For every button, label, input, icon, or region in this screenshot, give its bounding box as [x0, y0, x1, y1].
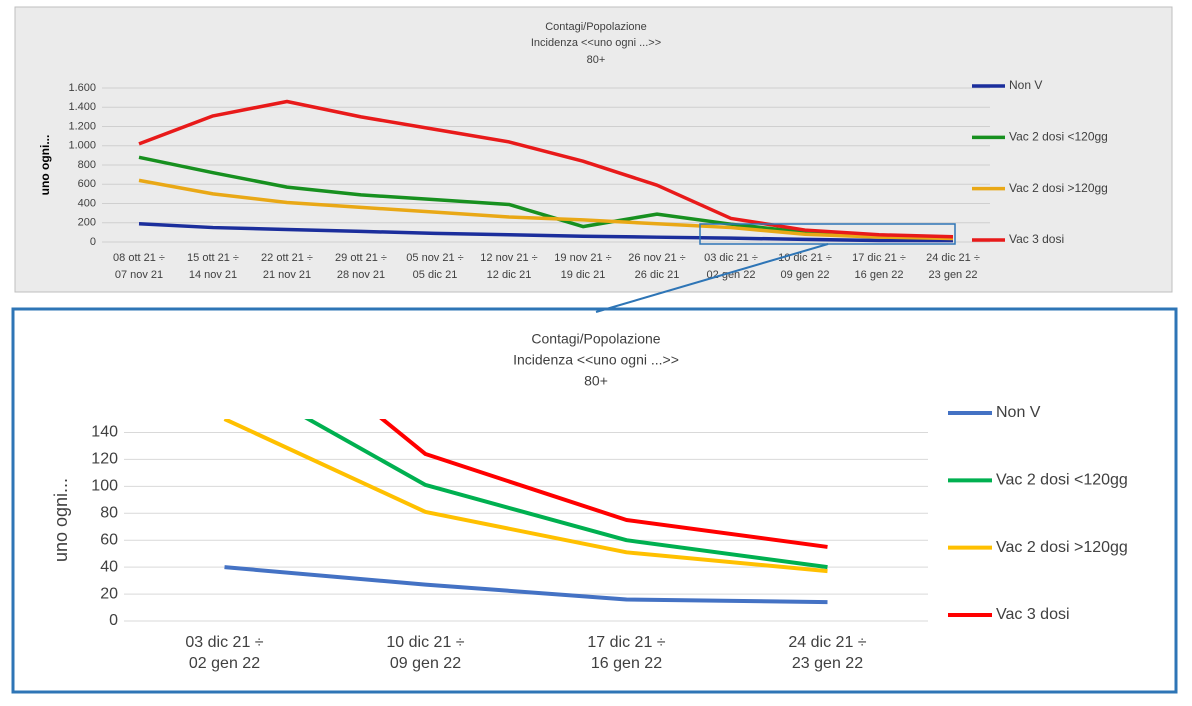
chart-title: 80+	[587, 54, 606, 66]
y-tick-label: 1.200	[68, 120, 96, 132]
zoom-panel	[11, 307, 1178, 694]
x-tick-label: 12 dic 21	[487, 269, 532, 281]
x-tick-label: 21 nov 21	[263, 269, 311, 281]
legend-label: Vac 2 dosi >120gg	[996, 539, 1128, 556]
x-tick-label: 07 nov 21	[115, 269, 163, 281]
x-tick-label: 24 dic 21 ÷	[926, 252, 980, 264]
x-tick-label: 16 gen 22	[855, 269, 904, 281]
y-tick-label: 40	[100, 558, 118, 575]
x-tick-label: 05 nov 21 ÷	[406, 252, 463, 264]
y-tick-label: 1.000	[68, 140, 96, 152]
plot-area	[223, 419, 828, 605]
chart-title: Incidenza <<uno ogni ...>>	[513, 352, 679, 368]
y-axis-label: uno ogni...	[38, 135, 52, 196]
x-tick-label: 08 ott 21 ÷	[113, 252, 165, 264]
zoom-connector	[595, 243, 829, 313]
y-tick-label: 0	[109, 612, 118, 629]
chart-0: Contagi/Popolazione Incidenza <<uno ogni …	[38, 21, 1108, 281]
x-tick-label: 19 nov 21 ÷	[554, 252, 611, 264]
y-tick-label: 60	[100, 531, 118, 548]
series-line	[138, 99, 954, 239]
series-line	[304, 419, 828, 570]
legend-label: Vac 2 dosi <120gg	[1009, 130, 1108, 144]
x-tick-label: 02 gen 22	[707, 269, 756, 281]
x-tick-label: 03 dic 21 ÷	[704, 252, 758, 264]
legend-label: Non V	[996, 404, 1041, 421]
x-tick-label: 17 dic 21 ÷	[587, 634, 665, 651]
x-tick-label: 02 gen 22	[189, 655, 260, 672]
legend-label: Vac 3 dosi	[996, 606, 1070, 623]
y-tick-label: 200	[78, 217, 96, 229]
x-tick-label: 10 dic 21 ÷	[778, 252, 832, 264]
x-tick-label: 10 dic 21 ÷	[386, 634, 464, 651]
x-tick-label: 26 nov 21 ÷	[628, 252, 685, 264]
series-line	[138, 221, 954, 243]
series-line	[138, 178, 954, 241]
x-tick-label: 09 gen 22	[781, 269, 830, 281]
x-tick-label: 12 nov 21 ÷	[480, 252, 537, 264]
chart-title: Contagi/Popolazione	[545, 21, 647, 33]
x-tick-label: 17 dic 21 ÷	[852, 252, 906, 264]
panel-background	[14, 6, 1173, 293]
x-tick-label: 19 dic 21	[561, 269, 606, 281]
x-tick-label: 15 ott 21 ÷	[187, 252, 239, 264]
x-tick-label: 09 gen 22	[390, 655, 461, 672]
chart-1: Contagi/Popolazione Incidenza <<uno ogni …	[51, 331, 1128, 673]
y-tick-label: 1.600	[68, 82, 96, 94]
series-line	[379, 419, 828, 549]
x-tick-label: 22 ott 21 ÷	[261, 252, 313, 264]
x-tick-label: 24 dic 21 ÷	[788, 634, 866, 651]
x-tick-label: 29 ott 21 ÷	[335, 252, 387, 264]
y-tick-label: 800	[78, 159, 96, 171]
x-tick-label: 23 gen 22	[929, 269, 978, 281]
x-tick-label: 03 dic 21 ÷	[185, 634, 263, 651]
y-tick-label: 80	[100, 504, 118, 521]
y-tick-label: 140	[91, 424, 118, 441]
y-tick-label: 100	[91, 478, 118, 495]
y-tick-label: 20	[100, 585, 118, 602]
x-tick-label: 16 gen 22	[591, 655, 662, 672]
legend-label: Vac 2 dosi <120gg	[996, 472, 1128, 489]
x-tick-label: 26 dic 21	[635, 269, 680, 281]
x-tick-label: 14 nov 21	[189, 269, 237, 281]
x-tick-label: 23 gen 22	[792, 655, 863, 672]
plot-area	[138, 99, 954, 243]
legend-label: Non V	[1009, 78, 1042, 92]
y-tick-label: 400	[78, 197, 96, 209]
y-tick-label: 120	[91, 451, 118, 468]
y-tick-label: 1.400	[68, 101, 96, 113]
x-tick-label: 28 nov 21	[337, 269, 385, 281]
y-axis-label: uno ogni...	[51, 478, 71, 562]
chart-title: Contagi/Popolazione	[531, 331, 660, 347]
x-tick-label: 05 dic 21	[413, 269, 458, 281]
y-tick-label: 0	[90, 236, 96, 248]
series-line	[224, 565, 828, 605]
chart-title: 80+	[584, 373, 608, 389]
series-line	[223, 419, 828, 574]
legend-label: Vac 3 dosi	[1009, 232, 1064, 246]
y-tick-label: 600	[78, 178, 96, 190]
chart-title: Incidenza <<uno ogni ...>>	[531, 37, 661, 49]
legend-label: Vac 2 dosi >120gg	[1009, 181, 1108, 195]
